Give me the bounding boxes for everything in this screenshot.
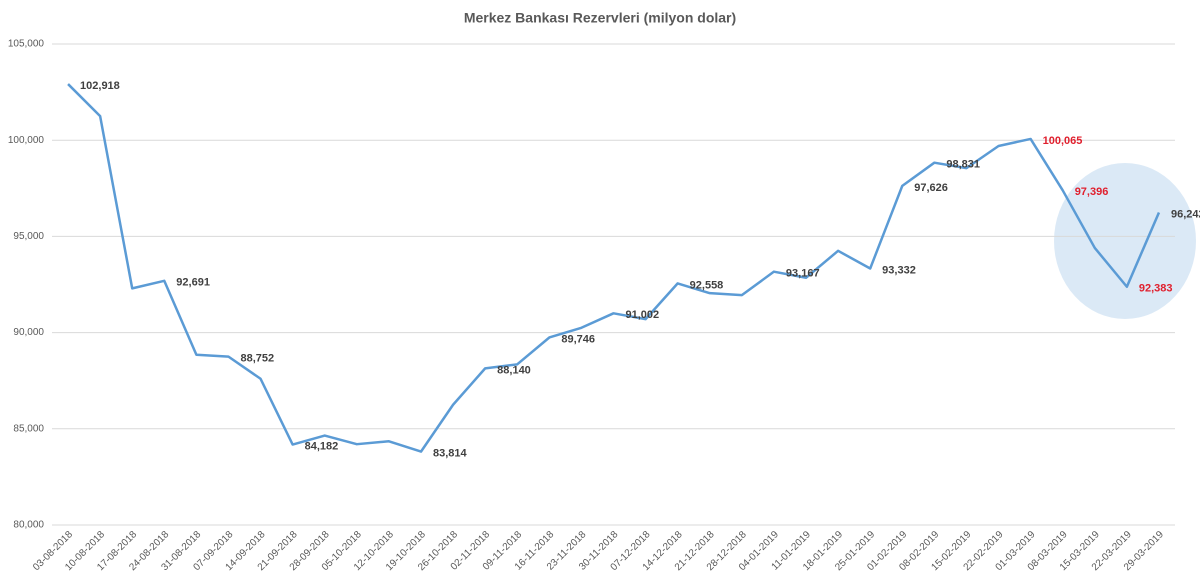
data-label: 88,140 — [497, 364, 531, 376]
data-label: 92,383 — [1139, 283, 1173, 295]
data-label: 93,167 — [786, 268, 820, 280]
data-label: 96,242 — [1171, 208, 1200, 220]
highlight-circle — [1054, 163, 1196, 319]
data-label: 89,746 — [561, 333, 595, 345]
y-tick-label: 95,000 — [13, 231, 44, 242]
data-label: 83,814 — [433, 448, 468, 460]
data-label: 91,002 — [626, 309, 660, 321]
data-label: 102,918 — [80, 80, 120, 92]
y-tick-label: 105,000 — [8, 39, 45, 50]
data-line — [67, 83, 1161, 453]
data-label: 84,182 — [305, 440, 339, 452]
chart-title: Merkez Bankası Rezervleri (milyon dolar) — [464, 10, 736, 26]
y-tick-label: 85,000 — [13, 423, 44, 434]
y-tick-label: 80,000 — [13, 520, 44, 531]
y-tick-label: 90,000 — [13, 327, 44, 338]
data-label: 100,065 — [1043, 135, 1083, 147]
data-label: 92,558 — [690, 279, 724, 291]
data-label: 92,691 — [176, 277, 210, 289]
data-label: 97,396 — [1075, 186, 1109, 198]
data-label: 97,626 — [914, 182, 948, 194]
data-label: 98,831 — [946, 159, 980, 171]
data-label: 88,752 — [240, 353, 274, 365]
y-tick-label: 100,000 — [8, 135, 45, 146]
data-label: 93,332 — [882, 264, 916, 276]
